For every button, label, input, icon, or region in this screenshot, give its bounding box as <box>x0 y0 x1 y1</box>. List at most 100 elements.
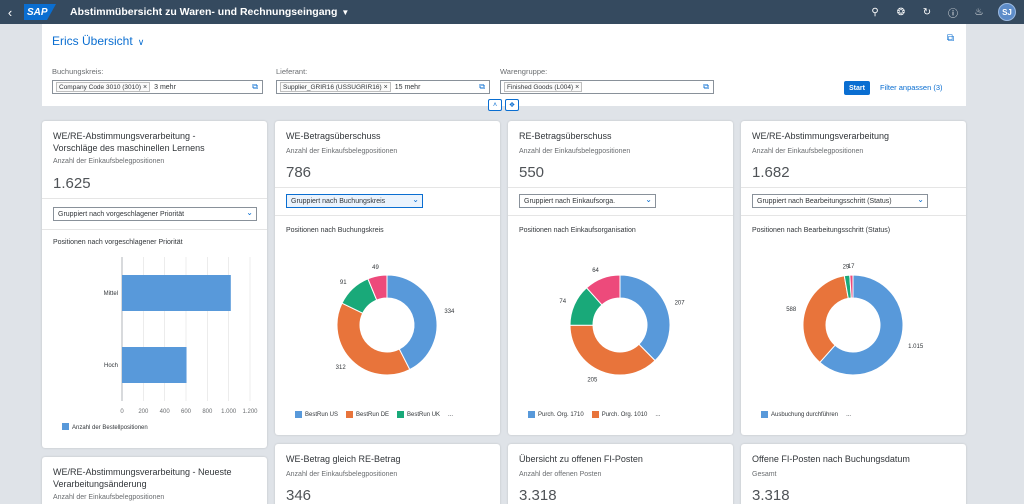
card-title: Übersicht zu offenen FI-Posten <box>519 454 643 464</box>
more-link[interactable]: 15 mehr <box>394 83 421 91</box>
kpi-value: 786 <box>286 164 312 181</box>
value-help-icon[interactable]: ⧉ <box>703 82 709 91</box>
card-title-line: WE/RE-Abstimmungsverarbeitung - <box>53 131 196 141</box>
legend-label: Purch. Org. 1010 <box>601 411 648 418</box>
card-ir-excess[interactable]: RE-Betragsüberschuss Anzahl der Einkaufs… <box>508 121 733 435</box>
refresh-icon[interactable]: ↻ <box>922 6 932 18</box>
back-icon[interactable]: ‹ <box>7 4 13 20</box>
settings-icon[interactable]: ❂ <box>896 6 906 18</box>
card-title: WE-Betrag gleich RE-Betrag <box>286 454 401 464</box>
legend-item[interactable]: ... <box>655 412 660 418</box>
notification-icon[interactable]: ♨ <box>974 6 984 18</box>
data-label: 205 <box>587 377 598 383</box>
chevron-down-icon: ∨ <box>137 37 145 47</box>
legend-item[interactable]: BestRun UK <box>397 411 440 418</box>
card-gr-equals-ir[interactable]: WE-Betrag gleich RE-Betrag Anzahl der Ei… <box>275 444 500 504</box>
filter-supplier: Lieferant: Supplier_GRIR16 (USSUGRIR16) ×… <box>276 67 490 94</box>
value-help-icon[interactable]: ⧉ <box>479 82 485 91</box>
donut-slice <box>336 302 411 376</box>
close-icon[interactable]: × <box>383 83 388 91</box>
dropdown-value: Gruppiert nach vorgeschlagener Priorität <box>58 210 185 218</box>
supplier-input[interactable]: Supplier_GRIR16 (USSUGRIR16) × 15 mehr ⧉ <box>276 80 490 94</box>
bar <box>122 347 187 383</box>
chart-title: Positionen nach Bearbeitungsschritt (Sta… <box>752 227 891 234</box>
data-label: 91 <box>340 280 347 286</box>
legend-item[interactable]: Ausbuchung durchführen <box>761 411 838 418</box>
kpi-value: 3.318 <box>519 487 557 504</box>
shell-bar: ‹ SAP Abstimmübersicht zu Waren- und Rec… <box>0 0 1024 24</box>
filter-token[interactable]: Supplier_GRIR16 (USSUGRIR16) × <box>280 82 391 92</box>
filter-token[interactable]: Company Code 3010 (3010) × <box>56 82 151 92</box>
pin-icon[interactable]: ❖ <box>505 99 519 111</box>
share-icon[interactable]: ⧉ <box>946 33 954 44</box>
legend-item[interactable]: ... <box>448 412 453 418</box>
value-help-icon[interactable]: ⧉ <box>252 82 258 91</box>
card-latest-change[interactable]: WE/RE-Abstimmungsverarbeitung - Neueste … <box>42 457 267 504</box>
kpi-value: 550 <box>519 164 545 181</box>
chevron-down-icon: ⌄ <box>246 208 253 217</box>
card-open-fi-by-date[interactable]: Offene FI-Posten nach Buchungsdatum Gesa… <box>741 444 966 504</box>
group-by-dropdown[interactable]: Gruppiert nach Einkaufsorga. ⌄ <box>519 194 656 208</box>
card-open-fi-items[interactable]: Übersicht zu offenen FI-Posten Anzahl de… <box>508 444 733 504</box>
help-icon[interactable]: ⓘ <box>948 8 958 20</box>
shell-actions: ⚲ ❂ ↻ ⓘ ♨ SJ <box>862 0 1016 24</box>
donut-slice <box>619 274 671 362</box>
tick-label: 800 <box>202 409 213 415</box>
legend-item[interactable]: BestRun DE <box>346 411 389 418</box>
token-text: Company Code 3010 (3010) <box>59 83 142 91</box>
variant-selector[interactable]: Erics Übersicht ∨ <box>52 34 144 48</box>
legend-item[interactable]: Purch. Org. 1010 <box>591 411 648 418</box>
card-subtitle: Anzahl der Einkaufsbelegpositionen <box>286 471 398 478</box>
app-title[interactable]: Abstimmübersicht zu Waren- und Rechnungs… <box>70 6 349 18</box>
collapse-icon[interactable]: ˄ <box>488 99 502 111</box>
card-title: WE-Betragsüberschuss <box>286 131 381 141</box>
chart-legend: BestRun US BestRun DE BestRun UK... <box>295 411 453 418</box>
data-label: 49 <box>372 265 379 271</box>
divider <box>42 198 267 199</box>
card-ml-proposals[interactable]: WE/RE-Abstimmungsverarbeitung - Vorschlä… <box>42 121 267 448</box>
filter-material-group: Warengruppe: Finished Goods (L004) × ⧉ <box>500 67 714 94</box>
legend-item[interactable]: BestRun US <box>295 411 338 418</box>
donut-slice <box>367 274 388 301</box>
divider <box>741 215 966 216</box>
chart-title: Positionen nach Einkaufsorganisation <box>519 227 636 234</box>
more-link[interactable]: 3 mehr <box>154 83 176 91</box>
chevron-down-icon: ⌄ <box>645 195 652 204</box>
sap-logo[interactable]: SAP <box>24 4 56 20</box>
tick-label: 1.000 <box>221 409 237 415</box>
variant-name: Erics Übersicht <box>52 34 133 48</box>
header-toggle: ˄ ❖ <box>488 99 519 111</box>
close-icon[interactable]: × <box>575 83 580 91</box>
bar <box>122 275 231 311</box>
divider <box>741 187 966 188</box>
group-by-dropdown[interactable]: Gruppiert nach vorgeschlagener Priorität… <box>53 207 257 221</box>
company-code-input[interactable]: Company Code 3010 (3010) × 3 mehr ⧉ <box>52 80 263 94</box>
group-by-dropdown[interactable]: Gruppiert nach Bearbeitungsschritt (Stat… <box>752 194 928 208</box>
filter-token[interactable]: Finished Goods (L004) × <box>504 82 583 92</box>
group-by-dropdown[interactable]: Gruppiert nach Buchungskreis ⌄ <box>286 194 423 208</box>
card-reconciliation-status[interactable]: WE/RE-Abstimmungsverarbeitung Anzahl der… <box>741 121 966 435</box>
filter-label: Buchungskreis: <box>52 67 104 76</box>
legend-item[interactable]: Purch. Org. 1710 <box>528 411 584 418</box>
legend-swatch <box>62 423 69 430</box>
chart-title: Positionen nach vorgeschlagener Prioritä… <box>53 239 183 246</box>
start-button[interactable]: Start <box>844 81 870 95</box>
donut-slice <box>585 274 621 306</box>
chart-title: Positionen nach Buchungskreis <box>286 227 384 234</box>
close-icon[interactable]: × <box>143 83 148 91</box>
material-group-input[interactable]: Finished Goods (L004) × ⧉ <box>500 80 714 94</box>
donut-chart: 207 205 74 64 <box>559 268 685 384</box>
kpi-value: 1.625 <box>53 175 91 192</box>
card-gr-excess[interactable]: WE-Betragsüberschuss Anzahl der Einkaufs… <box>275 121 500 435</box>
tick-label: 200 <box>138 409 149 415</box>
data-label: 334 <box>444 309 455 315</box>
filter-label: Lieferant: <box>276 67 308 76</box>
avatar[interactable]: SJ <box>998 3 1016 21</box>
search-icon[interactable]: ⚲ <box>871 6 879 18</box>
card-title: WE/RE-Abstimmungsverarbeitung - Vorschlä… <box>53 130 205 154</box>
adapt-filters-button[interactable]: Filter anpassen (3) <box>880 83 943 92</box>
legend-swatch <box>528 411 535 418</box>
legend-item[interactable]: ... <box>846 412 851 418</box>
chevron-down-icon: ⌄ <box>917 195 924 204</box>
legend-swatch <box>346 411 354 418</box>
